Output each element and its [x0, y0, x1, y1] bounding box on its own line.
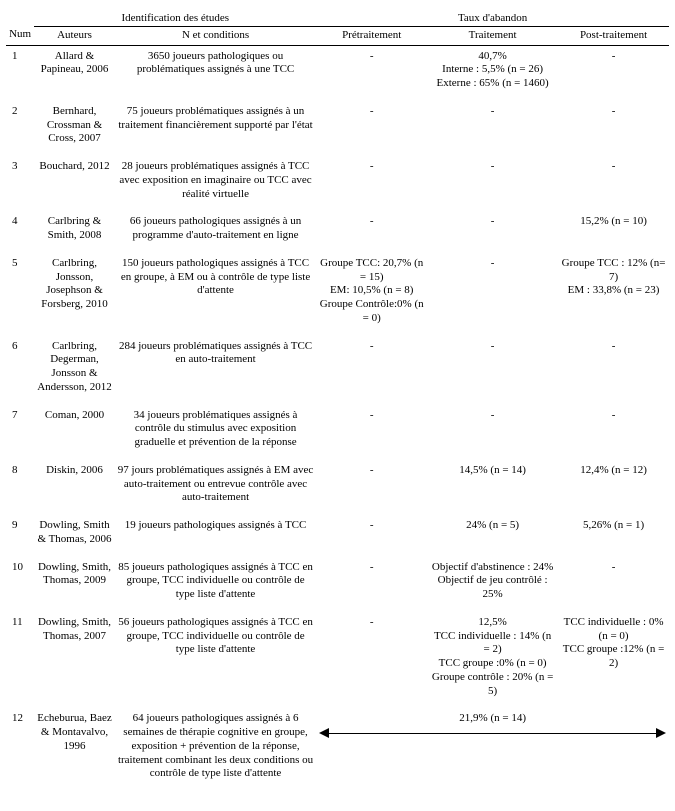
cell-conditions: 19 joueurs pathologiques assignés à TCC: [115, 515, 317, 557]
cell-treatment: 40,7%Interne : 5,5% (n = 26)Externe : 65…: [427, 45, 558, 101]
header-group-dropout: Taux d'abandon: [316, 10, 669, 26]
col-num: Num: [6, 26, 34, 45]
cell-num: 10: [6, 557, 34, 612]
cell-num: 4: [6, 211, 34, 253]
cell-pretreatment: -: [316, 336, 427, 405]
cell-posttreatment: 15,2% (n = 10): [558, 211, 669, 253]
cell-pretreatment: -: [316, 460, 427, 515]
cell-num: 5: [6, 253, 34, 336]
cell-posttreatment: 12,4% (n = 12): [558, 460, 669, 515]
cell-posttreatment: -: [558, 557, 669, 612]
col-authors: Auteurs: [34, 26, 115, 45]
cell-posttreatment: -: [558, 405, 669, 460]
cell-treatment: -: [427, 253, 558, 336]
cell-conditions: 150 joueurs pathologiques assignés à TCC…: [115, 253, 317, 336]
cell-conditions: 34 joueurs problématiques assignés à con…: [115, 405, 317, 460]
cell-pretreatment: -: [316, 612, 427, 709]
cell-pretreatment: -: [316, 557, 427, 612]
cell-pretreatment: -: [316, 45, 427, 101]
cell-authors: Dowling, Smith, Thomas, 2007: [34, 612, 115, 709]
table-row: 9Dowling, Smith & Thomas, 200619 joueurs…: [6, 515, 669, 557]
cell-num: 6: [6, 336, 34, 405]
cell-num: 8: [6, 460, 34, 515]
cell-authors: Diskin, 2006: [34, 460, 115, 515]
cell-posttreatment: -: [558, 156, 669, 211]
arrow-wrap: 21,9% (n = 14): [319, 712, 666, 740]
cell-authors: Bouchard, 2012: [34, 156, 115, 211]
double-arrow-icon: [319, 728, 666, 738]
cell-treatment: 14,5% (n = 14): [427, 460, 558, 515]
cell-authors: Carlbring, Degerman, Jonsson & Andersson…: [34, 336, 115, 405]
cell-conditions: 56 joueurs pathologiques assignés à TCC …: [115, 612, 317, 709]
cell-posttreatment: -: [558, 45, 669, 101]
cell-pretreatment: -: [316, 101, 427, 156]
cell-pretreatment: -: [316, 156, 427, 211]
cell-posttreatment: TCC individuelle : 0% (n = 0)TCC groupe …: [558, 612, 669, 709]
cell-authors: Dowling, Smith & Thomas, 2006: [34, 515, 115, 557]
cell-posttreatment: Groupe TCC : 12% (n= 7)EM : 33,8% (n = 2…: [558, 253, 669, 336]
cell-pretreatment: -: [316, 405, 427, 460]
table-header: Identification des études Taux d'abandon…: [6, 10, 669, 45]
cell-conditions: 28 joueurs problématiques assignés à TCC…: [115, 156, 317, 211]
cell-treatment: -: [427, 101, 558, 156]
cell-authors: Carlbring, Jonsson, Josephson & Forsberg…: [34, 253, 115, 336]
table-row: 1Allard & Papineau, 20063650 joueurs pat…: [6, 45, 669, 101]
cell-pretreatment: -: [316, 211, 427, 253]
header-spacer: [6, 10, 34, 26]
table-row: 10Dowling, Smith, Thomas, 200985 joueurs…: [6, 557, 669, 612]
cell-conditions: 75 joueurs problématiques assignés à un …: [115, 101, 317, 156]
cell-conditions: 85 joueurs pathologiques assignés à TCC …: [115, 557, 317, 612]
cell-posttreatment: -: [558, 336, 669, 405]
cell-authors: Bernhard, Crossman & Cross, 2007: [34, 101, 115, 156]
cell-num: 9: [6, 515, 34, 557]
cell-conditions: 97 jours problématiques assignés à EM av…: [115, 460, 317, 515]
studies-table: Identification des études Taux d'abandon…: [6, 10, 669, 791]
cell-posttreatment: -: [558, 101, 669, 156]
cell-treatment: 12,5%TCC individuelle : 14% (n = 2)TCC g…: [427, 612, 558, 709]
table-row: 5Carlbring, Jonsson, Josephson & Forsber…: [6, 253, 669, 336]
table-row: 11Dowling, Smith, Thomas, 200756 joueurs…: [6, 612, 669, 709]
cell-authors: Allard & Papineau, 2006: [34, 45, 115, 101]
cell-conditions: 3650 joueurs pathologiques ou problémati…: [115, 45, 317, 101]
cell-num: 7: [6, 405, 34, 460]
cell-authors: Coman, 2000: [34, 405, 115, 460]
table-body: 1Allard & Papineau, 20063650 joueurs pat…: [6, 45, 669, 791]
col-posttreat: Post-traitement: [558, 26, 669, 45]
table-row: 8Diskin, 200697 jours problématiques ass…: [6, 460, 669, 515]
col-conditions: N et conditions: [115, 26, 317, 45]
col-pretreat: Prétraitement: [316, 26, 427, 45]
table-row: 2Bernhard, Crossman & Cross, 200775 joue…: [6, 101, 669, 156]
cell-conditions: 66 joueurs pathologiques assignés à un p…: [115, 211, 317, 253]
cell-num: 3: [6, 156, 34, 211]
cell-treatment: -: [427, 405, 558, 460]
arrow-label: 21,9% (n = 14): [459, 712, 526, 726]
cell-treatment: -: [427, 156, 558, 211]
cell-num: 11: [6, 612, 34, 709]
cell-pretreatment: Groupe TCC: 20,7% (n = 15)EM: 10,5% (n =…: [316, 253, 427, 336]
cell-treatment: 24% (n = 5): [427, 515, 558, 557]
table-row: 4Carlbring & Smith, 200866 joueurs patho…: [6, 211, 669, 253]
cell-pretreatment: -: [316, 515, 427, 557]
cell-treatment: -: [427, 336, 558, 405]
cell-posttreatment: 5,26% (n = 1): [558, 515, 669, 557]
cell-num: 1: [6, 45, 34, 101]
cell-num: 2: [6, 101, 34, 156]
cell-treatment: Objectif d'abstinence : 24%Objectif de j…: [427, 557, 558, 612]
table-row: 6Carlbring, Degerman, Jonsson & Andersso…: [6, 336, 669, 405]
table-row: 3Bouchard, 201228 joueurs problématiques…: [6, 156, 669, 211]
table-row: 7Coman, 200034 joueurs problématiques as…: [6, 405, 669, 460]
cell-treatment: -: [427, 211, 558, 253]
cell-conditions: 284 joueurs problématiques assignés à TC…: [115, 336, 317, 405]
col-treat: Traitement: [427, 26, 558, 45]
header-group-identification: Identification des études: [34, 10, 316, 26]
cell-authors: Carlbring & Smith, 2008: [34, 211, 115, 253]
cell-authors: Dowling, Smith, Thomas, 2009: [34, 557, 115, 612]
